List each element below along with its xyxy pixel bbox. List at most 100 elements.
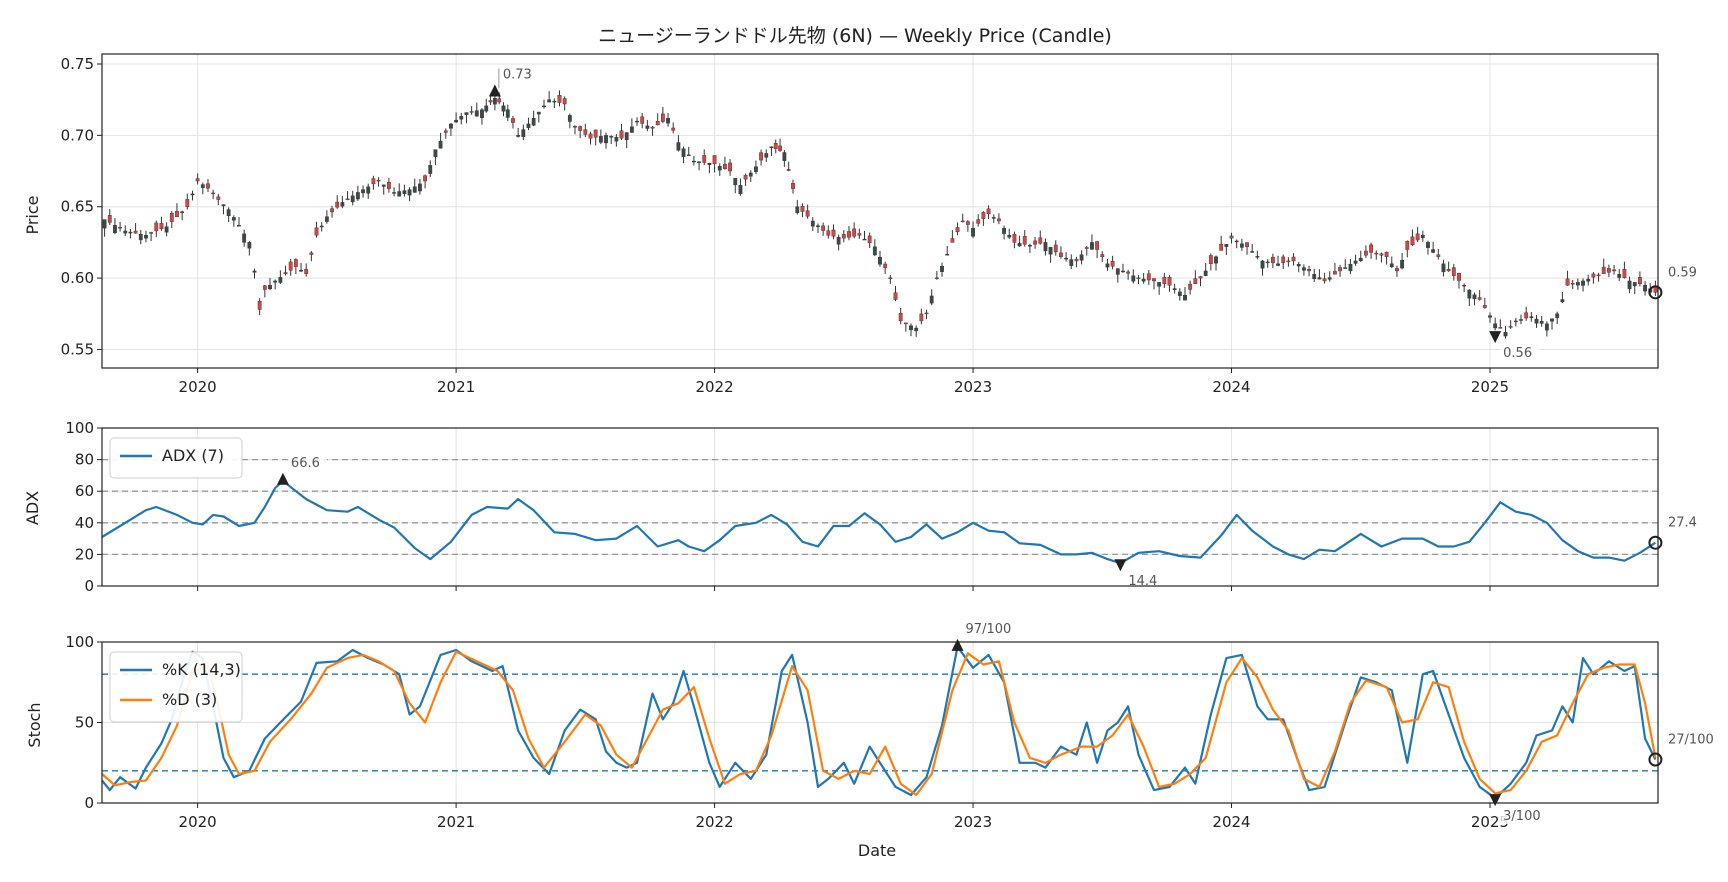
- candle-down: [712, 155, 717, 165]
- candle-up: [1064, 257, 1068, 260]
- candle-up: [748, 172, 753, 177]
- candle-down: [1291, 256, 1296, 262]
- candle-up: [200, 184, 205, 188]
- candle-down: [195, 178, 200, 182]
- candle-down: [1286, 260, 1291, 263]
- candle-down: [469, 111, 474, 113]
- candle-down: [1338, 267, 1342, 272]
- candle-down: [1524, 312, 1529, 319]
- candle-down: [1451, 267, 1456, 276]
- candle-up: [1550, 318, 1554, 322]
- min-annotation: 0.56: [1503, 346, 1532, 361]
- candle-down: [1606, 268, 1611, 273]
- series-line-1: [101, 650, 1657, 797]
- candle-up: [1493, 323, 1498, 329]
- legend-box: [109, 437, 243, 479]
- candle-up: [1358, 257, 1363, 261]
- candle-down: [1374, 252, 1379, 255]
- stoch-ylabel: Stoch: [25, 702, 44, 747]
- candle-down: [826, 230, 831, 236]
- candle-down: [903, 322, 908, 325]
- candle-up: [1131, 275, 1136, 282]
- max-annotation: 0.73: [503, 68, 532, 83]
- candle-down: [583, 129, 588, 135]
- candle-up: [324, 216, 329, 222]
- candle-down: [1208, 255, 1213, 265]
- candle-up: [1214, 256, 1218, 264]
- candle-down: [1591, 273, 1596, 278]
- candle-down: [660, 113, 665, 122]
- candle-up: [1121, 270, 1125, 273]
- candle-down: [1570, 283, 1575, 285]
- last-value-annotation: 27.4: [1668, 516, 1697, 531]
- candle-down: [1565, 278, 1570, 286]
- max-annotation: 66.6: [291, 456, 320, 471]
- candle-down: [1596, 274, 1601, 277]
- min-marker: [1489, 331, 1502, 344]
- candle-up: [1529, 316, 1534, 318]
- candle-up: [138, 233, 143, 241]
- candle-up: [299, 270, 303, 272]
- candle-up: [909, 325, 913, 331]
- candle-up: [1343, 267, 1348, 269]
- candle-up: [1002, 227, 1006, 234]
- candle-down: [288, 261, 293, 271]
- candle-up: [433, 149, 438, 157]
- candle-up: [242, 233, 247, 243]
- candle-down: [133, 230, 138, 234]
- x-tick-label: 2024: [1212, 378, 1250, 396]
- candle-up: [480, 109, 484, 118]
- candle-up: [113, 225, 117, 234]
- candle-down: [1167, 276, 1172, 286]
- candle-down: [934, 277, 939, 280]
- candle-down: [821, 225, 826, 231]
- candle-down: [1100, 254, 1105, 257]
- candle-up: [1462, 285, 1467, 287]
- candle-up: [547, 99, 552, 103]
- candle-up: [1105, 263, 1110, 268]
- candle-down: [986, 208, 991, 215]
- candle-up: [1389, 263, 1394, 268]
- candle-up: [505, 109, 510, 118]
- candle-down: [335, 201, 340, 208]
- candle-up: [1420, 235, 1425, 238]
- candle-up: [940, 265, 944, 272]
- candle-up: [361, 189, 365, 194]
- candle-up: [1560, 299, 1565, 303]
- candle-down: [1110, 260, 1115, 267]
- candle-up: [552, 100, 557, 103]
- candle-down: [950, 238, 955, 243]
- candle-up: [878, 256, 882, 265]
- candle-up: [278, 277, 283, 283]
- candle-up: [1488, 315, 1492, 318]
- candle-up: [355, 192, 360, 200]
- candle-down: [883, 263, 888, 268]
- candle-up: [1503, 332, 1508, 337]
- candle-up: [464, 112, 469, 115]
- candle-up: [1312, 274, 1317, 280]
- candle-up: [609, 136, 614, 138]
- candle-down: [588, 133, 593, 139]
- panel-frame: [101, 53, 1659, 369]
- candle-up: [1115, 268, 1120, 275]
- candle-up: [1265, 261, 1270, 264]
- candle-up: [459, 116, 464, 120]
- candle-up: [1327, 277, 1332, 280]
- last-value-marker: [1648, 752, 1663, 767]
- candle-up: [1539, 321, 1544, 324]
- x-axis-label: Date: [858, 841, 896, 860]
- candle-up: [1043, 242, 1048, 252]
- annotation-bg: [963, 618, 1019, 637]
- x-tick-label: 2020: [179, 813, 217, 831]
- candle-up: [676, 142, 681, 151]
- candle-down: [888, 277, 893, 279]
- candle-up: [221, 204, 226, 207]
- candle-up: [542, 105, 546, 108]
- candle-up: [247, 242, 252, 249]
- candle-up: [366, 186, 371, 194]
- candle-down: [1508, 326, 1513, 328]
- y-tick-label: 60: [75, 482, 94, 500]
- y-tick-label: 0.60: [61, 269, 94, 287]
- candle-down: [371, 178, 376, 185]
- candle-up: [1544, 323, 1549, 331]
